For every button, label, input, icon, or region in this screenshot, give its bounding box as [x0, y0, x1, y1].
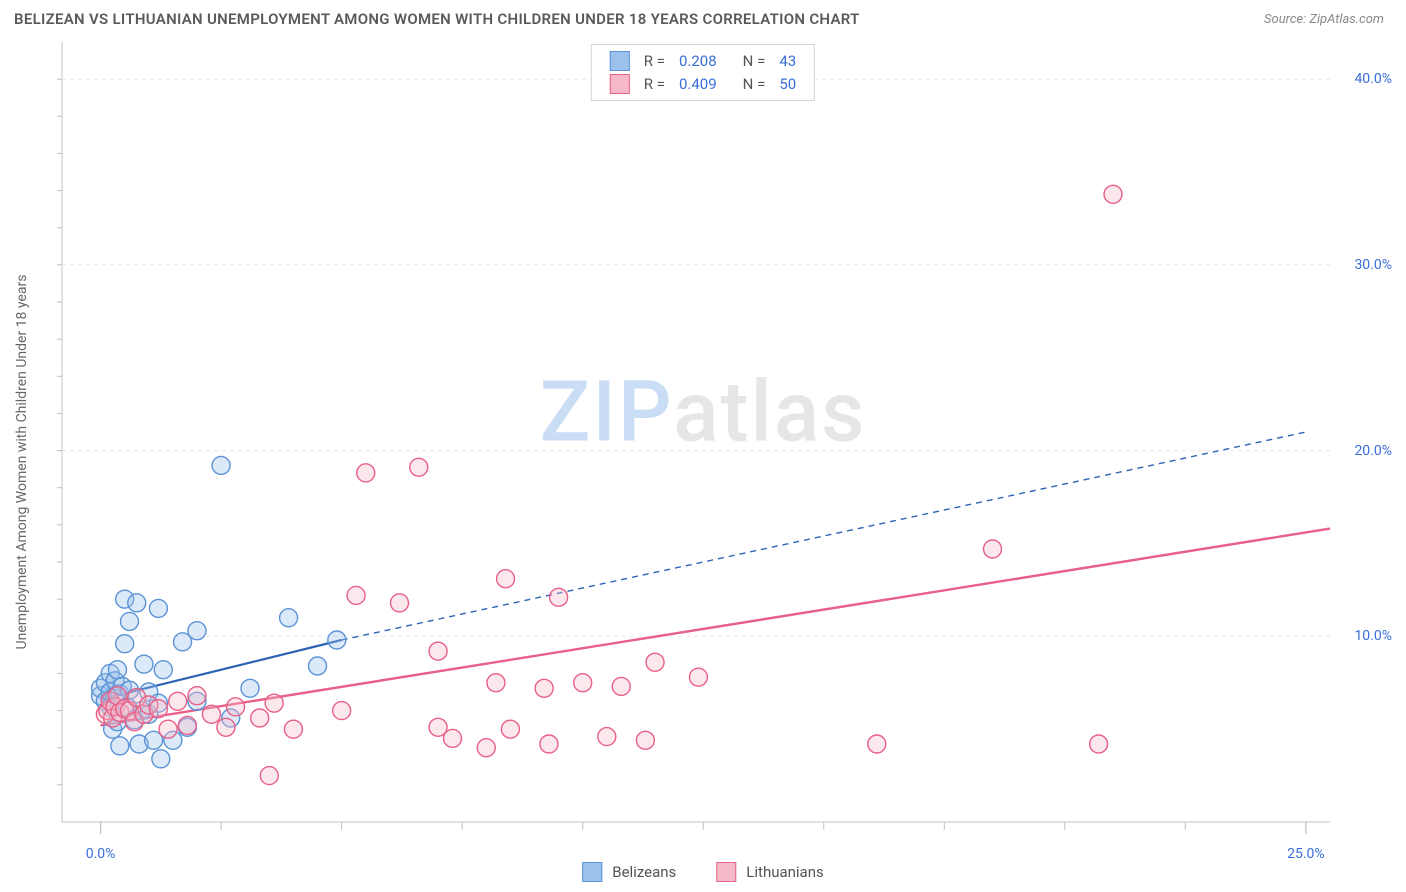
- data-point: [178, 716, 196, 734]
- y-tick-label: 20.0%: [1354, 443, 1392, 459]
- data-point: [1090, 735, 1108, 753]
- data-point: [689, 668, 707, 686]
- legend-swatch: [582, 862, 602, 882]
- scatter-svg: [14, 42, 1392, 867]
- plot-area: Unemployment Among Women with Children U…: [14, 42, 1392, 882]
- y-tick-label: 10.0%: [1354, 628, 1392, 644]
- legend-n-label: N =: [743, 52, 766, 70]
- data-point: [646, 653, 664, 671]
- data-point: [116, 635, 134, 653]
- data-point: [612, 677, 630, 695]
- data-point: [487, 674, 505, 692]
- data-point: [328, 631, 346, 649]
- data-point: [429, 642, 447, 660]
- data-point: [135, 655, 153, 673]
- y-tick-label: 40.0%: [1354, 71, 1392, 87]
- data-point: [1104, 185, 1122, 203]
- legend-n-label: N =: [743, 75, 766, 93]
- data-point: [188, 687, 206, 705]
- data-point: [540, 735, 558, 753]
- legend-correlation-row: R = 0.409 N = 50: [610, 74, 796, 94]
- data-point: [128, 594, 146, 612]
- data-point: [309, 657, 327, 675]
- data-point: [280, 609, 298, 627]
- y-tick-label: 30.0%: [1354, 257, 1392, 273]
- legend-series-item: Belizeans: [582, 862, 676, 882]
- y-axis-label: Unemployment Among Women with Children U…: [14, 275, 30, 650]
- data-point: [152, 750, 170, 768]
- data-point: [444, 729, 462, 747]
- data-point: [154, 661, 172, 679]
- x-tick-label: 25.0%: [1287, 846, 1325, 862]
- data-point: [108, 661, 126, 679]
- legend-swatch: [610, 51, 630, 71]
- source-label: Source: ZipAtlas.com: [1264, 12, 1384, 27]
- legend-correlation-row: R = 0.208 N = 43: [610, 51, 796, 71]
- data-point: [984, 540, 1002, 558]
- legend-n-value: 50: [779, 75, 796, 93]
- data-point: [390, 594, 408, 612]
- legend-r-label: R =: [644, 52, 665, 70]
- data-point: [333, 702, 351, 720]
- data-point: [501, 720, 519, 738]
- trend-line: [101, 529, 1330, 726]
- data-point: [111, 737, 129, 755]
- data-point: [260, 767, 278, 785]
- data-point: [477, 739, 495, 757]
- legend-correlation: R = 0.208 N = 43 R = 0.409 N = 50: [591, 44, 815, 101]
- legend-swatch: [716, 862, 736, 882]
- legend-series: Belizeans Lithuanians: [582, 862, 824, 882]
- data-point: [550, 588, 568, 606]
- data-point: [347, 586, 365, 604]
- legend-r-value: 0.208: [679, 52, 717, 70]
- data-point: [410, 458, 428, 476]
- data-point: [169, 692, 187, 710]
- legend-swatch: [610, 74, 630, 94]
- data-point: [217, 718, 235, 736]
- data-point: [227, 698, 245, 716]
- chart-title: BELIZEAN VS LITHUANIAN UNEMPLOYMENT AMON…: [14, 10, 860, 28]
- legend-series-label: Lithuanians: [746, 863, 823, 881]
- legend-n-value: 43: [779, 52, 796, 70]
- data-point: [212, 456, 230, 474]
- data-point: [251, 709, 269, 727]
- legend-r-label: R =: [644, 75, 665, 93]
- data-point: [535, 679, 553, 697]
- data-point: [868, 735, 886, 753]
- data-point: [636, 731, 654, 749]
- legend-series-label: Belizeans: [612, 863, 676, 881]
- data-point: [149, 700, 167, 718]
- data-point: [284, 720, 302, 738]
- data-point: [120, 612, 138, 630]
- data-point: [497, 570, 515, 588]
- data-point: [265, 694, 283, 712]
- data-point: [357, 464, 375, 482]
- data-point: [598, 728, 616, 746]
- header-row: BELIZEAN VS LITHUANIAN UNEMPLOYMENT AMON…: [0, 0, 1406, 36]
- x-tick-label: 0.0%: [86, 846, 116, 862]
- data-point: [202, 705, 220, 723]
- data-point: [149, 599, 167, 617]
- legend-series-item: Lithuanians: [716, 862, 823, 882]
- legend-r-value: 0.409: [679, 75, 717, 93]
- data-point: [159, 720, 177, 738]
- data-point: [574, 674, 592, 692]
- data-point: [241, 679, 259, 697]
- data-point: [188, 622, 206, 640]
